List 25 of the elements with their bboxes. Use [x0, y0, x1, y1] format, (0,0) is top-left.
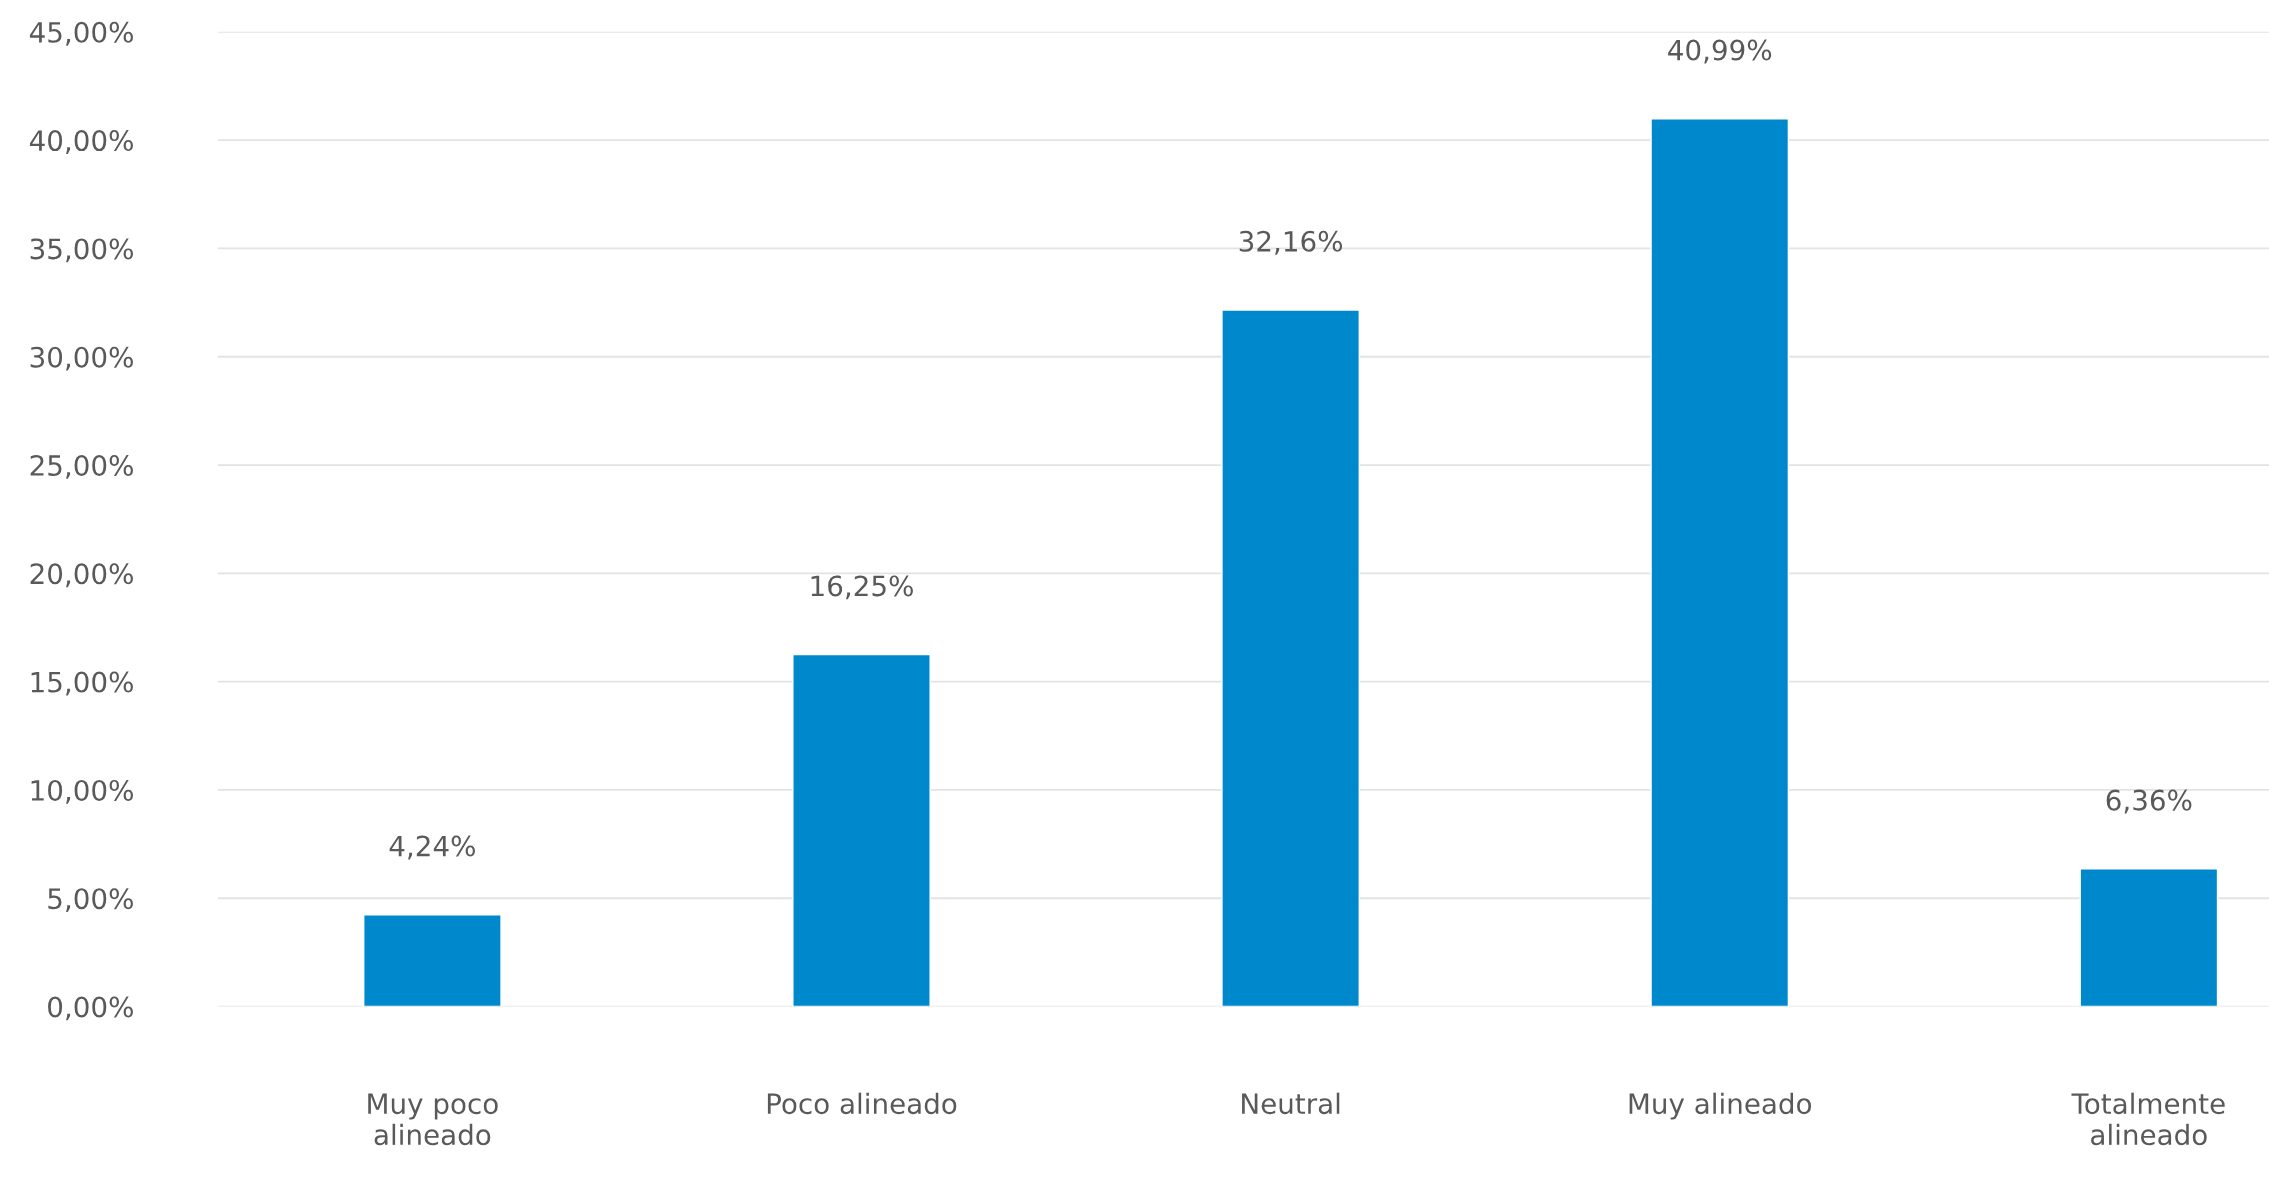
- data-label: 6,36%: [2106, 789, 2192, 814]
- y-tick-label: 30,00%: [30, 346, 133, 371]
- y-tick-label: 10,00%: [31, 779, 133, 804]
- bar: [792, 653, 931, 1007]
- x-tick-label: Neutral: [1242, 1092, 1340, 1115]
- bar: [1221, 309, 1360, 1007]
- y-tick-label: 20,00%: [30, 563, 133, 588]
- x-tick-label: Totalmente alineado: [2071, 1092, 2225, 1146]
- y-tick-label: 15,00%: [31, 671, 133, 696]
- x-tick-label: Muy alineado: [1629, 1092, 1812, 1120]
- x-tick-label: Muy poco alineado: [368, 1093, 498, 1146]
- y-tick-label: 40,00%: [29, 130, 133, 154]
- y-tick-label: 35,00%: [30, 238, 133, 263]
- data-label: 16,25%: [811, 575, 913, 600]
- y-tick-label: 0,00%: [48, 996, 133, 1021]
- x-tick-label: Poco alineado: [767, 1092, 957, 1115]
- data-label: 32,16%: [1239, 230, 1343, 255]
- data-label: 40,99%: [1668, 39, 1772, 64]
- bar: [2079, 868, 2219, 1007]
- y-tick-label: 45,00%: [29, 21, 133, 46]
- y-tick-label: 25,00%: [30, 454, 133, 479]
- data-label: 4,24%: [389, 835, 475, 860]
- bar: [1650, 118, 1790, 1007]
- bar: [363, 914, 502, 1007]
- y-tick-label: 5,00%: [48, 888, 133, 913]
